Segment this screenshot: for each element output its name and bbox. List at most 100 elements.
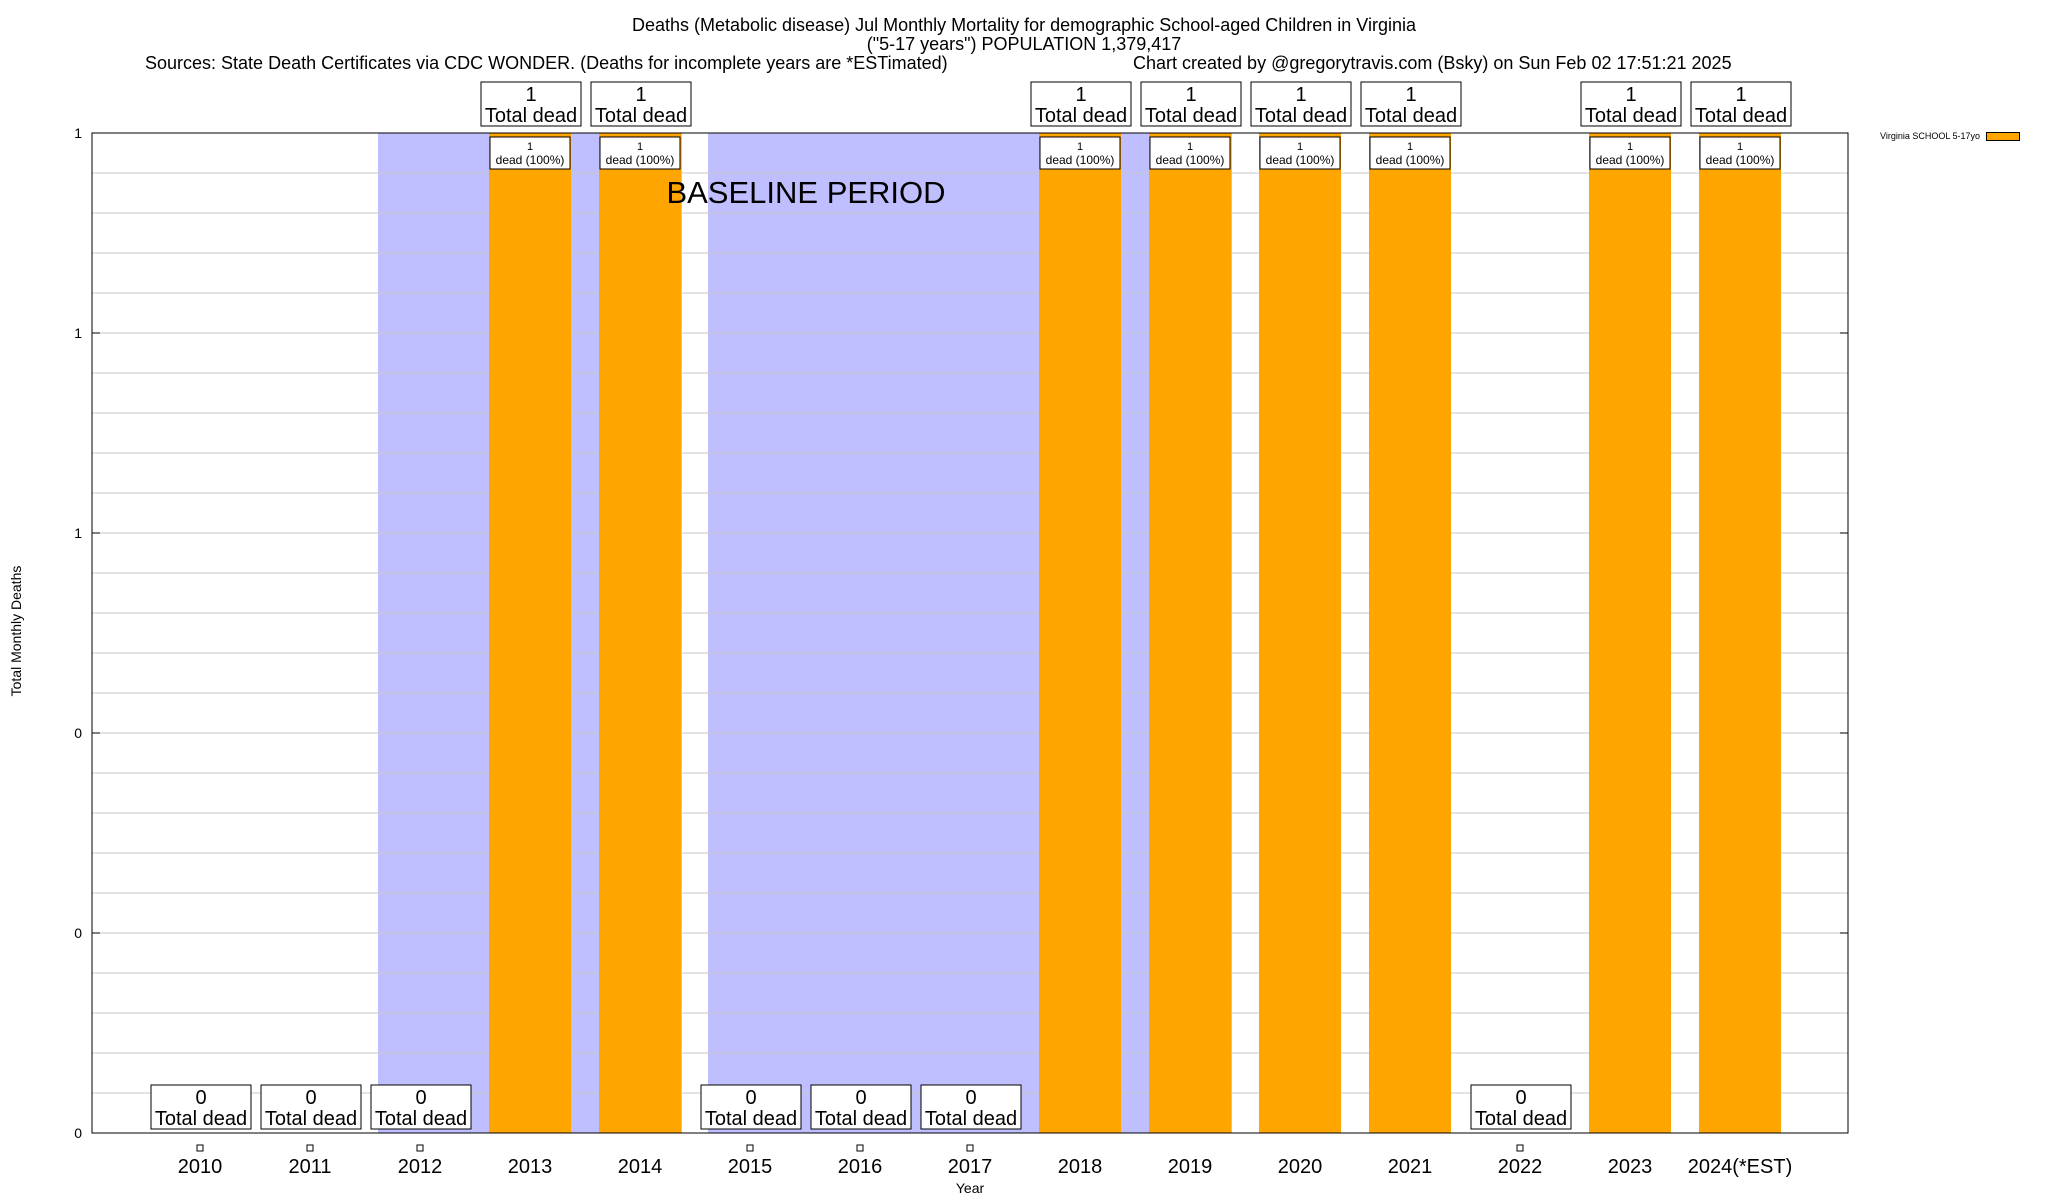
inner-value-3: 1 xyxy=(527,141,533,153)
total-value-1: 0 xyxy=(305,1087,316,1109)
total-value-14: 1 xyxy=(1735,84,1746,106)
bar-10 xyxy=(1259,133,1341,1133)
inner-box-14 xyxy=(1699,136,1781,170)
total-value-6: 0 xyxy=(855,1087,866,1109)
zero-marker-6 xyxy=(856,1144,864,1152)
inner-label-4: dead (100%) xyxy=(606,153,675,167)
chart-title-line1: Deaths (Metabolic disease) Jul Monthly M… xyxy=(631,15,1417,35)
total-label-2: Total dead xyxy=(375,1108,467,1130)
inner-label-9: dead (100%) xyxy=(1156,153,1225,167)
total-box-10 xyxy=(1250,81,1352,127)
x-tick-label-2: 2012 xyxy=(398,1156,443,1178)
x-tick-label-1: 2011 xyxy=(288,1156,331,1178)
bar-11 xyxy=(1369,133,1451,1133)
x-tick-label-12: 2022 xyxy=(1498,1156,1543,1178)
total-value-8: 1 xyxy=(1075,84,1086,106)
bar-3 xyxy=(489,133,571,1133)
total-value-3: 1 xyxy=(525,84,536,106)
total-value-5: 0 xyxy=(745,1087,756,1109)
zero-marker-2 xyxy=(416,1144,424,1152)
inner-value-13: 1 xyxy=(1627,141,1633,153)
x-tick-label-4: 2014 xyxy=(618,1156,663,1178)
legend: Virginia SCHOOL 5-17yo xyxy=(1880,131,2021,141)
total-box-0 xyxy=(150,1084,252,1130)
y-tick-label-2: 0 xyxy=(74,725,82,741)
inner-label-3: dead (100%) xyxy=(496,153,565,167)
total-value-0: 0 xyxy=(195,1087,206,1109)
total-value-10: 1 xyxy=(1295,84,1306,106)
total-label-7: Total dead xyxy=(925,1108,1017,1130)
total-label-1: Total dead xyxy=(265,1108,357,1130)
x-tick-label-13: 2023 xyxy=(1608,1156,1653,1178)
total-box-4 xyxy=(590,81,692,127)
total-box-6 xyxy=(810,1084,912,1130)
total-box-11 xyxy=(1360,81,1462,127)
y-tick-label-1: 0 xyxy=(74,925,82,941)
y-tick-label-4: 1 xyxy=(74,325,82,341)
total-label-5: Total dead xyxy=(705,1108,797,1130)
inner-box-4 xyxy=(599,136,681,170)
bar-9 xyxy=(1149,133,1231,1133)
zero-marker-12 xyxy=(1516,1144,1524,1152)
inner-box-3 xyxy=(489,136,571,170)
total-label-8: Total dead xyxy=(1035,105,1127,127)
inner-label-11: dead (100%) xyxy=(1376,153,1445,167)
total-box-12 xyxy=(1470,1084,1572,1130)
x-tick-label-14: 2024(*EST) xyxy=(1688,1156,1793,1178)
total-label-9: Total dead xyxy=(1145,105,1237,127)
total-label-13: Total dead xyxy=(1585,105,1677,127)
inner-value-11: 1 xyxy=(1407,141,1413,153)
bar-13 xyxy=(1589,133,1671,1133)
total-box-5 xyxy=(700,1084,802,1130)
inner-label-10: dead (100%) xyxy=(1266,153,1335,167)
x-tick-label-6: 2016 xyxy=(838,1156,883,1178)
total-label-6: Total dead xyxy=(815,1108,907,1130)
total-label-14: Total dead xyxy=(1695,105,1787,127)
total-box-7 xyxy=(920,1084,1022,1130)
legend-swatch xyxy=(1986,131,2021,141)
inner-label-14: dead (100%) xyxy=(1706,153,1775,167)
chart-title-line2: ("5-17 years") POPULATION 1,379,417 xyxy=(866,34,1182,54)
bar-14 xyxy=(1699,133,1781,1133)
y-tick-label-3: 1 xyxy=(74,525,82,541)
total-value-7: 0 xyxy=(965,1087,976,1109)
total-box-2 xyxy=(370,1084,472,1130)
inner-box-10 xyxy=(1259,136,1341,170)
plot-frame xyxy=(91,132,1849,1134)
inner-box-13 xyxy=(1589,136,1671,170)
inner-box-8 xyxy=(1039,136,1121,170)
total-box-13 xyxy=(1580,81,1682,127)
x-tick-label-8: 2018 xyxy=(1058,1156,1103,1178)
total-label-12: Total dead xyxy=(1475,1108,1567,1130)
inner-value-14: 1 xyxy=(1737,141,1743,153)
total-value-11: 1 xyxy=(1405,84,1416,106)
baseline-region-1 xyxy=(708,133,1232,1133)
zero-marker-5 xyxy=(746,1144,754,1152)
total-label-11: Total dead xyxy=(1365,105,1457,127)
total-label-10: Total dead xyxy=(1255,105,1347,127)
bar-4 xyxy=(599,133,681,1133)
x-tick-label-3: 2013 xyxy=(508,1156,553,1178)
chart-sources: Sources: State Death Certificates via CD… xyxy=(145,53,948,73)
total-box-8 xyxy=(1030,81,1132,127)
inner-value-10: 1 xyxy=(1297,141,1303,153)
total-label-4: Total dead xyxy=(595,105,687,127)
x-axis-label: Year xyxy=(955,1180,985,1196)
total-label-3: Total dead xyxy=(485,105,577,127)
inner-value-8: 1 xyxy=(1077,141,1083,153)
bar-8 xyxy=(1039,133,1121,1133)
inner-value-4: 1 xyxy=(637,141,643,153)
y-axis-label: Total Monthly Deaths xyxy=(8,565,24,697)
x-tick-label-11: 2021 xyxy=(1388,1156,1433,1178)
x-tick-label-9: 2019 xyxy=(1168,1156,1213,1178)
x-tick-label-5: 2015 xyxy=(728,1156,773,1178)
zero-marker-1 xyxy=(306,1144,314,1152)
baseline-period-label: BASELINE PERIOD xyxy=(666,175,945,210)
total-value-4: 1 xyxy=(635,84,646,106)
x-tick-label-0: 2010 xyxy=(178,1156,223,1178)
chart-credit: Chart created by @gregorytravis.com (Bsk… xyxy=(1133,53,1732,73)
legend-label: Virginia SCHOOL 5-17yo xyxy=(1880,131,1981,141)
inner-box-9 xyxy=(1149,136,1231,170)
inner-label-13: dead (100%) xyxy=(1596,153,1665,167)
